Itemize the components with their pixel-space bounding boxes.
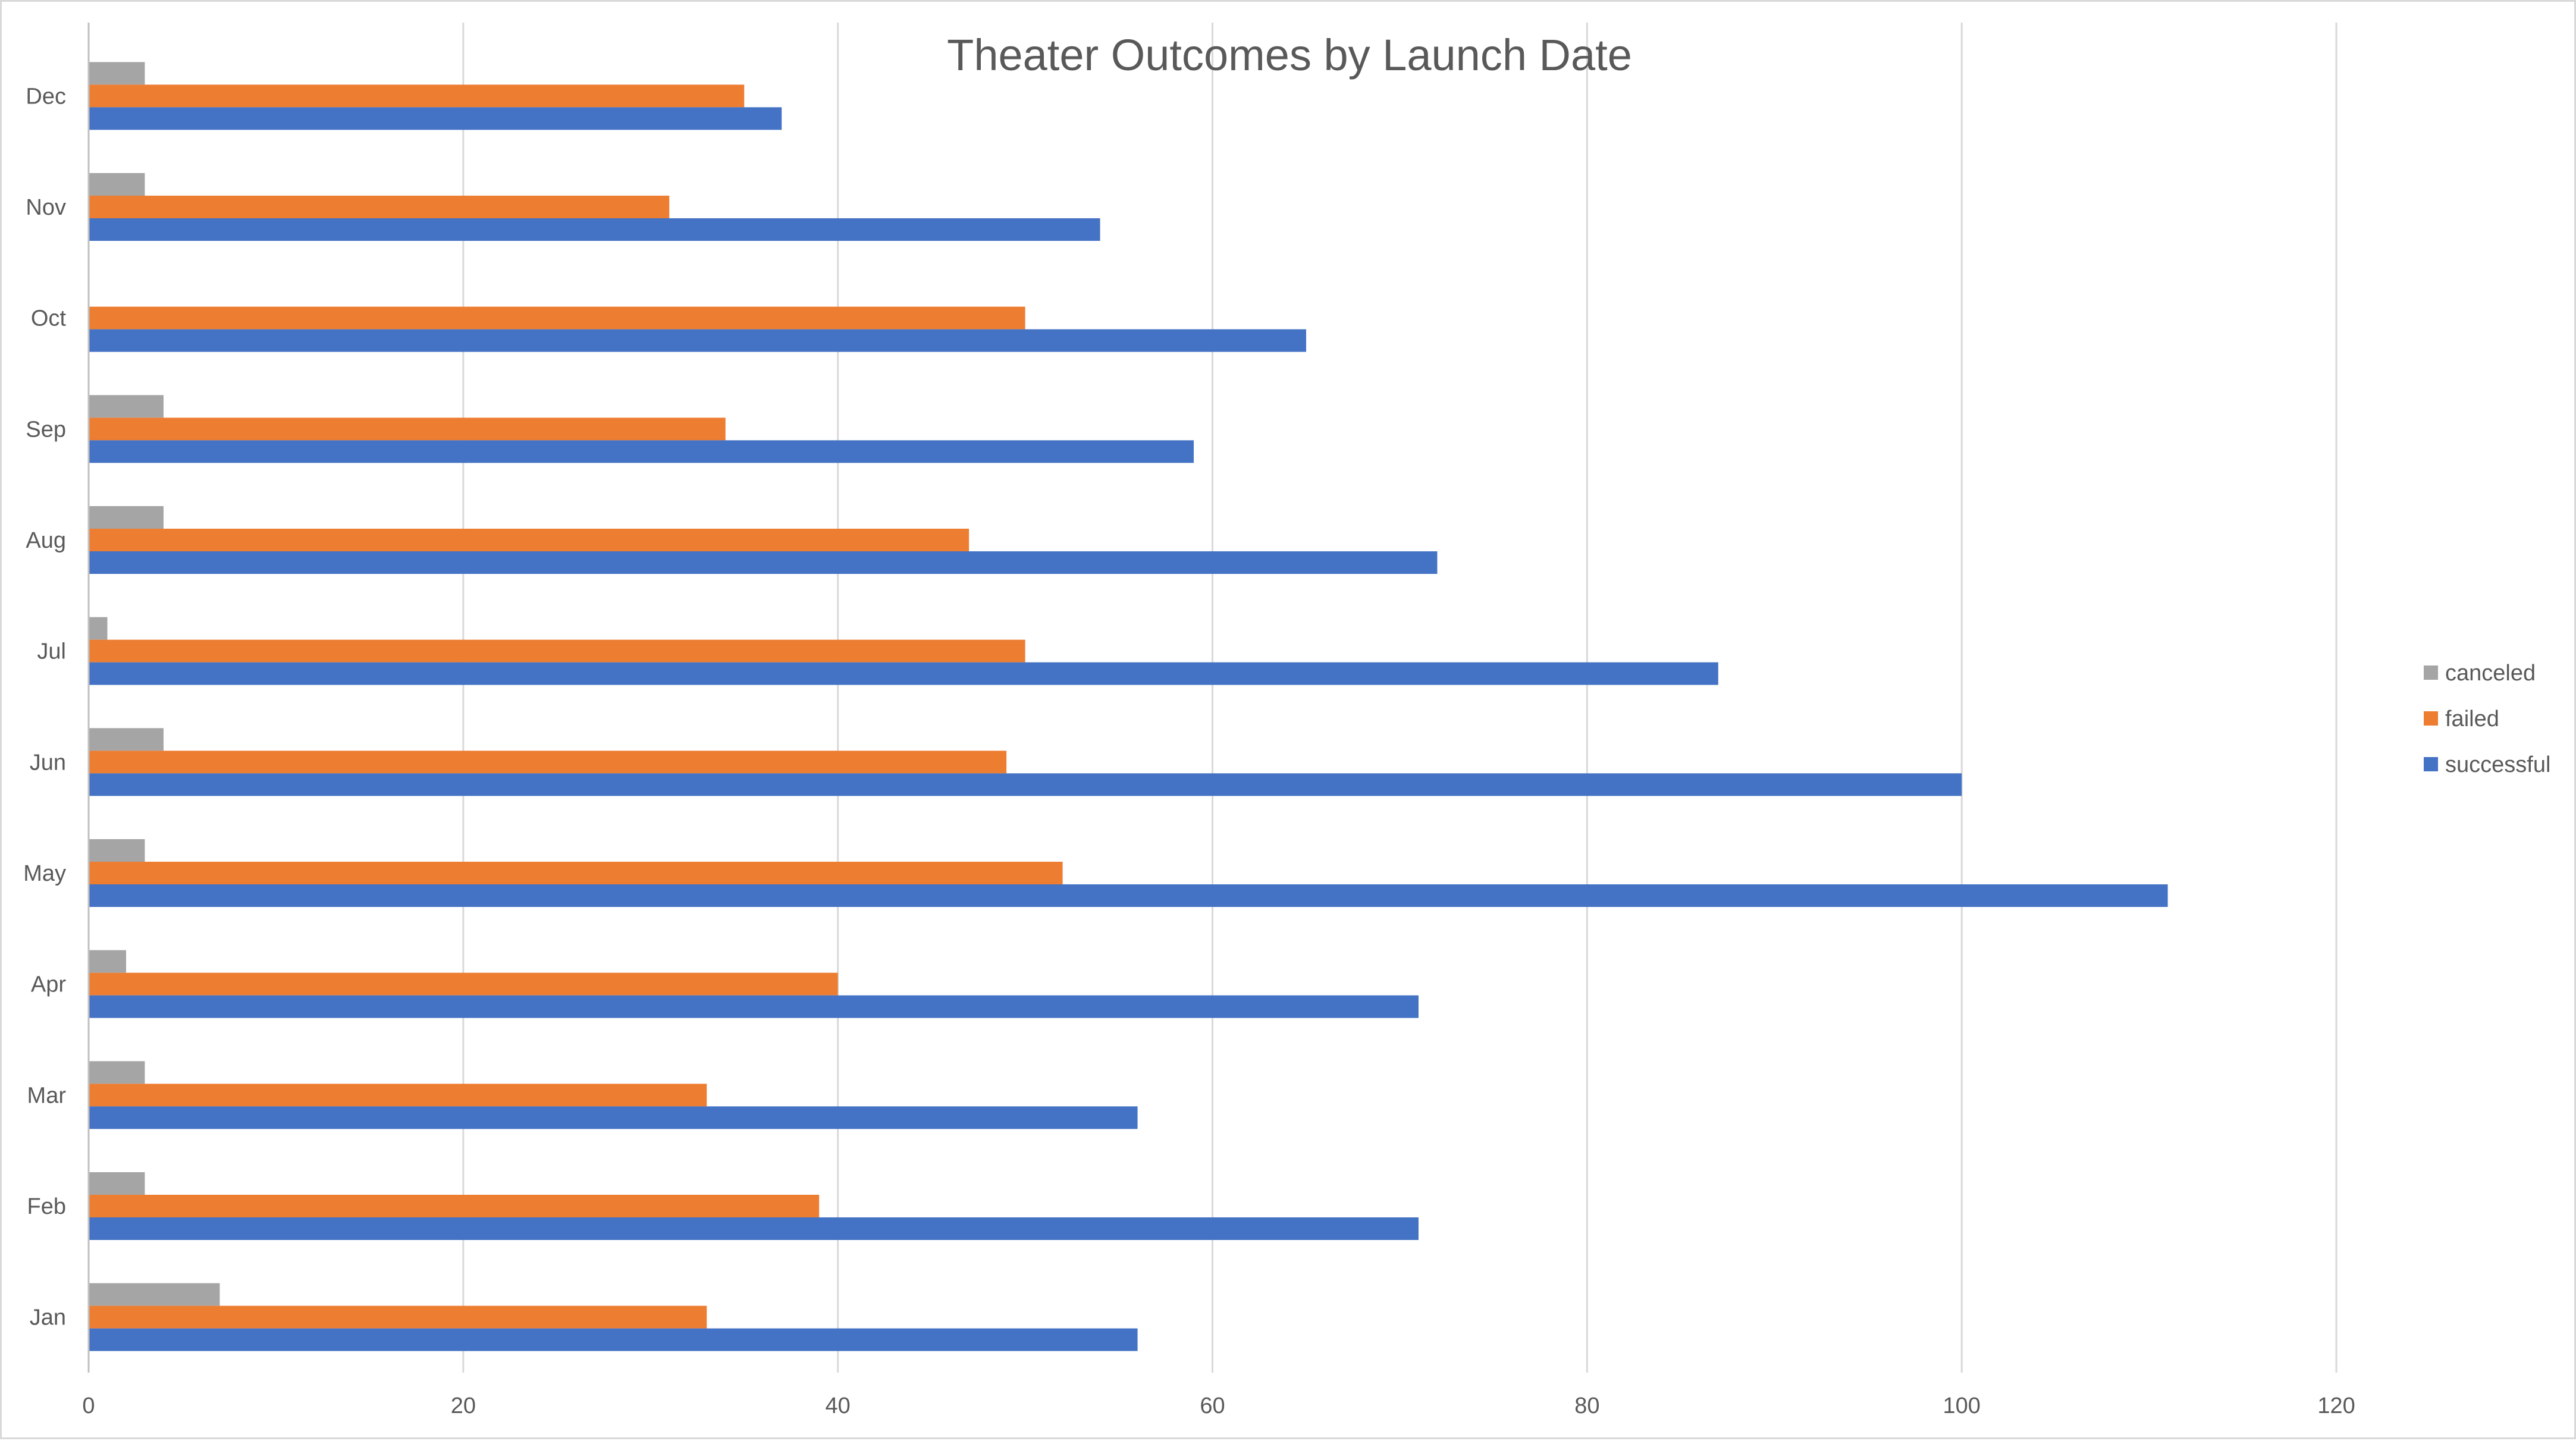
- bar-failed-may: [89, 862, 1063, 884]
- bar-canceled-jul: [89, 617, 108, 640]
- bar-successful-dec: [89, 107, 782, 130]
- bar-successful-may: [89, 884, 2168, 907]
- x-tick-label: 80: [1574, 1393, 1599, 1418]
- bar-successful-nov: [89, 218, 1100, 241]
- bar-failed-jul: [89, 639, 1025, 663]
- legend-swatch-failed: [2424, 711, 2438, 726]
- legend: canceled failed successful: [2424, 661, 2550, 777]
- legend-label-canceled: canceled: [2445, 661, 2536, 686]
- y-category-label: Mar: [27, 1083, 67, 1108]
- legend-swatch-successful: [2424, 757, 2438, 771]
- bar-failed-jan: [89, 1305, 707, 1329]
- bar-canceled-sep: [89, 395, 164, 418]
- bar-failed-oct: [89, 306, 1025, 329]
- bars: [89, 62, 2168, 1351]
- bar-failed-sep: [89, 417, 726, 441]
- bar-canceled-mar: [89, 1061, 145, 1084]
- bar-canceled-nov: [89, 173, 145, 196]
- bar-failed-mar: [89, 1084, 707, 1107]
- legend-label-failed: failed: [2445, 707, 2499, 732]
- bar-canceled-jan: [89, 1283, 220, 1306]
- bar-canceled-feb: [89, 1172, 145, 1195]
- y-category-label: Apr: [31, 972, 66, 997]
- y-category-label: Dec: [26, 84, 66, 109]
- y-category-label: Sep: [26, 417, 66, 442]
- bar-failed-dec: [89, 84, 745, 108]
- bar-successful-jul: [89, 662, 1718, 685]
- y-category-label: Jan: [30, 1305, 66, 1330]
- axes: 0 20 40 60 80 100 120 Jan Feb Mar Apr May Jun Jul Aug S…: [23, 23, 2355, 1418]
- y-category-label: May: [23, 861, 66, 886]
- bar-canceled-aug: [89, 506, 164, 529]
- y-category-label: Jul: [37, 639, 66, 664]
- chart-title: Theater Outcomes by Launch Date: [947, 30, 1632, 80]
- x-tick-label: 60: [1200, 1393, 1225, 1418]
- y-category-label: Oct: [31, 306, 67, 331]
- bar-failed-nov: [89, 196, 670, 218]
- x-tick-label: 120: [2317, 1393, 2355, 1418]
- gridlines: [462, 23, 2337, 1373]
- x-tick-label: 40: [826, 1393, 851, 1418]
- bar-canceled-jun: [89, 728, 164, 751]
- bar-successful-aug: [89, 551, 1438, 574]
- bar-successful-apr: [89, 995, 1419, 1018]
- x-tick-label: 0: [82, 1393, 95, 1418]
- bar-successful-jan: [89, 1328, 1138, 1351]
- bar-failed-apr: [89, 972, 838, 996]
- y-category-label: Feb: [27, 1194, 66, 1219]
- bar-canceled-may: [89, 839, 145, 862]
- bar-successful-jun: [89, 773, 1962, 796]
- x-tick-label: 100: [1943, 1393, 1981, 1418]
- legend-swatch-canceled: [2424, 665, 2438, 680]
- bar-canceled-dec: [89, 62, 145, 85]
- bar-successful-feb: [89, 1217, 1419, 1240]
- bar-failed-jun: [89, 751, 1007, 774]
- bar-failed-aug: [89, 529, 969, 551]
- y-category-label: Nov: [26, 195, 66, 220]
- bar-successful-oct: [89, 329, 1306, 352]
- x-tick-label: 20: [451, 1393, 476, 1418]
- bar-successful-mar: [89, 1106, 1138, 1129]
- legend-label-successful: successful: [2445, 752, 2550, 777]
- bar-canceled-apr: [89, 950, 126, 973]
- y-category-label: Aug: [26, 528, 66, 553]
- bar-successful-sep: [89, 440, 1194, 463]
- bar-failed-feb: [89, 1195, 820, 1217]
- y-category-label: Jun: [30, 750, 66, 775]
